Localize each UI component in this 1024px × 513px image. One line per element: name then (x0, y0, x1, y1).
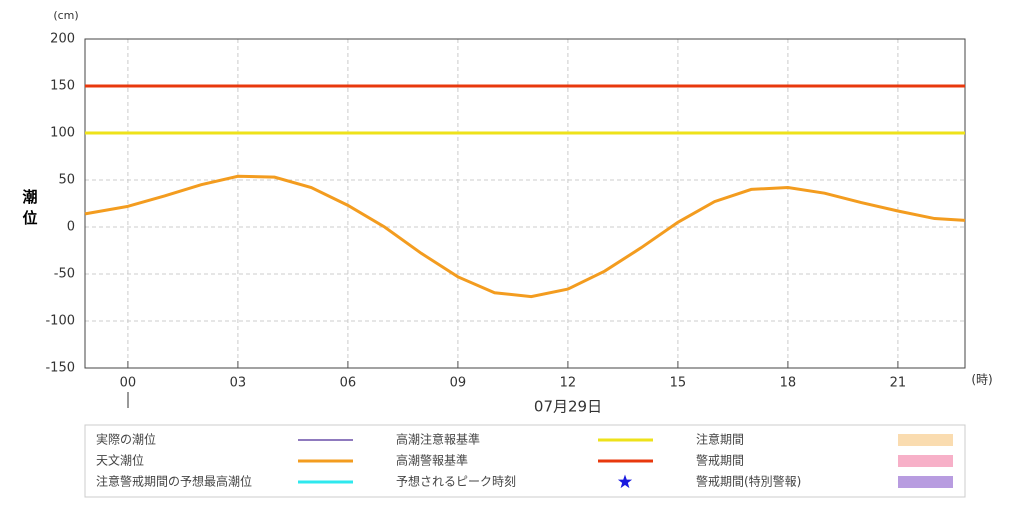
x-tick-label: 00 (120, 376, 137, 391)
legend-label: 予想されるピーク時刻 (396, 474, 516, 489)
tide-line (84, 174, 966, 299)
y-tick-label: 0 (67, 220, 75, 235)
legend-label: 警戒期間(特別警報) (696, 474, 801, 489)
legend-swatch (898, 455, 953, 467)
y-tick-label: -150 (45, 361, 75, 376)
plot-border (84, 38, 966, 369)
x-tick-label: 03 (230, 376, 247, 391)
x-unit: (時) (971, 373, 992, 387)
legend-label: 注意期間 (696, 432, 744, 447)
x-tick-label: 21 (890, 376, 907, 391)
legend-swatch (898, 434, 953, 446)
legend-label: 注意警戒期間の予想最高潮位 (96, 474, 252, 489)
x-tick-label: 09 (450, 376, 467, 391)
x-tick-label: 12 (560, 376, 577, 391)
legend-label: 天文潮位 (96, 453, 144, 468)
y-unit: (cm) (53, 9, 78, 22)
legend-box (84, 424, 966, 498)
legend-label: 高潮注意報基準 (396, 432, 480, 447)
legend-label: 警戒期間 (696, 453, 744, 468)
x-tick-label: 15 (670, 376, 687, 391)
legend-label: 高潮警報基準 (396, 453, 468, 468)
y-tick-label: 50 (58, 173, 75, 188)
y-tick-label: -100 (45, 314, 75, 329)
legend-star (617, 474, 633, 489)
legend-label: 実際の潮位 (96, 432, 156, 447)
x-tick-label: 06 (340, 376, 357, 391)
y-tick-label: -50 (54, 267, 75, 282)
date-label: 07月29日 (534, 398, 602, 416)
y-tick-label: 150 (50, 79, 75, 94)
x-tick-label: 18 (780, 376, 797, 391)
y-tick-label: 100 (50, 126, 75, 141)
legend-swatch (898, 476, 953, 488)
y-axis-label: 潮位 (22, 188, 37, 227)
y-tick-label: 200 (50, 32, 75, 47)
